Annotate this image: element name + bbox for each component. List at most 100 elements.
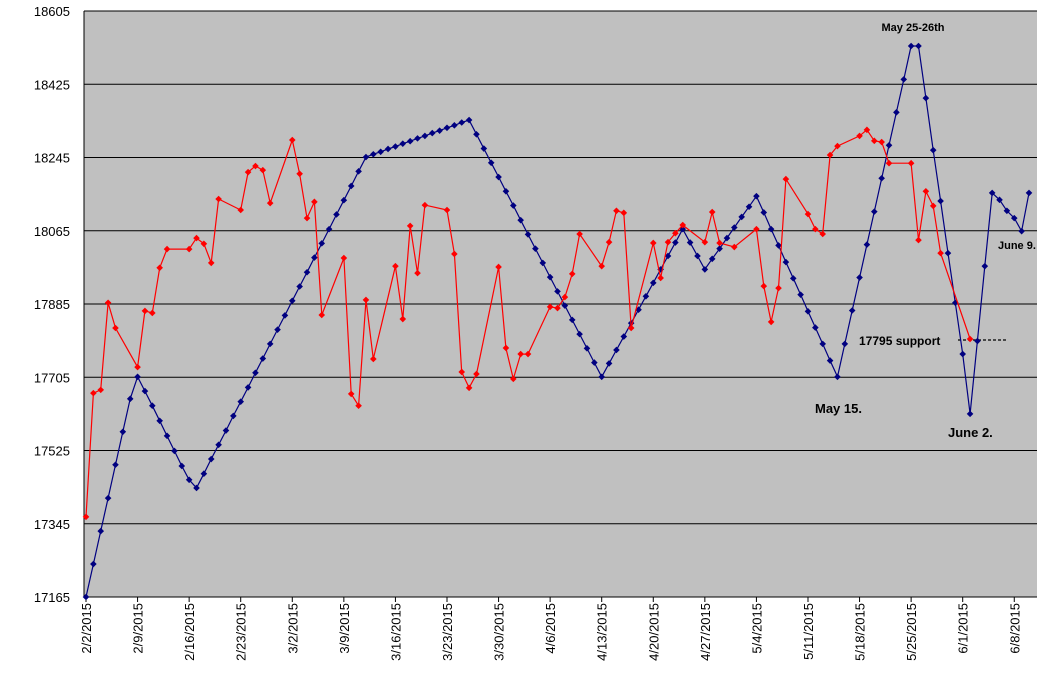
marker <box>428 129 436 137</box>
y-tick-label: 17165 <box>34 590 70 605</box>
marker <box>767 225 775 233</box>
x-tick-label: 2/23/2015 <box>234 603 249 661</box>
marker <box>532 245 539 252</box>
marker <box>82 513 90 521</box>
x-tick-label: 5/4/2015 <box>749 603 764 654</box>
marker <box>414 269 421 277</box>
marker <box>812 225 819 233</box>
marker <box>207 455 215 463</box>
marker <box>266 340 274 348</box>
marker <box>841 340 849 348</box>
marker <box>561 293 569 301</box>
marker <box>200 470 208 477</box>
y-tick-label: 17525 <box>34 444 70 459</box>
x-tick-label: 5/18/2015 <box>853 603 868 661</box>
marker <box>1025 189 1033 197</box>
marker <box>870 137 878 145</box>
marker <box>576 230 583 238</box>
marker <box>701 238 709 246</box>
marker <box>112 461 119 469</box>
marker <box>281 312 289 319</box>
marker <box>90 389 97 397</box>
marker <box>443 206 451 214</box>
marker <box>311 254 318 261</box>
marker <box>458 368 466 376</box>
marker <box>731 243 738 251</box>
marker <box>716 245 723 252</box>
marker <box>649 279 657 287</box>
marker <box>509 202 517 209</box>
marker <box>701 266 709 273</box>
marker <box>966 335 974 343</box>
marker <box>767 318 775 326</box>
marker <box>664 252 672 260</box>
marker <box>878 174 885 182</box>
marker <box>473 370 480 378</box>
y-tick-label: 17705 <box>34 370 70 385</box>
marker <box>657 266 664 273</box>
marker <box>848 307 856 314</box>
y-tick-label: 18065 <box>34 224 70 239</box>
marker <box>436 127 443 134</box>
marker <box>826 151 834 159</box>
annotation: June 2. <box>948 425 993 440</box>
marker <box>244 384 252 391</box>
y-tick-label: 18425 <box>34 77 70 92</box>
marker <box>406 222 414 230</box>
marker <box>465 116 473 124</box>
x-tick-label: 3/2/2015 <box>285 603 300 654</box>
marker <box>929 202 937 210</box>
marker <box>473 131 480 138</box>
marker <box>996 196 1003 204</box>
marker <box>974 337 981 345</box>
x-tick-label: 2/16/2015 <box>182 603 197 661</box>
marker <box>362 153 370 161</box>
marker <box>296 283 303 290</box>
marker <box>502 344 510 352</box>
marker <box>819 230 827 238</box>
marker <box>716 239 723 247</box>
annotation: 17795 support <box>859 334 940 348</box>
marker <box>288 297 296 305</box>
x-tick-label: 5/11/2015 <box>801 603 816 660</box>
marker <box>863 126 871 134</box>
marker <box>185 245 193 253</box>
marker <box>944 249 952 257</box>
marker <box>156 264 163 272</box>
marker <box>392 143 399 150</box>
marker <box>421 201 429 209</box>
marker <box>443 124 451 132</box>
marker <box>333 211 340 218</box>
marker <box>649 239 657 247</box>
marker <box>856 132 863 140</box>
marker <box>274 326 281 333</box>
marker <box>907 42 915 50</box>
marker <box>141 307 149 315</box>
marker <box>789 275 797 282</box>
marker <box>119 428 127 436</box>
marker <box>193 234 200 242</box>
marker <box>915 236 922 244</box>
marker <box>642 292 650 300</box>
marker <box>834 373 841 381</box>
marker <box>355 168 362 175</box>
marker <box>104 494 112 502</box>
marker <box>303 214 311 222</box>
marker <box>296 170 303 178</box>
marker <box>775 242 782 249</box>
marker <box>134 373 141 381</box>
marker <box>97 386 105 394</box>
marker <box>340 254 348 262</box>
marker <box>318 311 326 319</box>
marker <box>303 268 311 276</box>
marker <box>753 225 760 233</box>
marker <box>591 359 598 366</box>
marker <box>480 145 488 152</box>
marker <box>244 168 252 176</box>
marker <box>554 304 561 312</box>
marker <box>760 282 768 290</box>
marker <box>561 302 569 309</box>
marker <box>370 150 377 158</box>
marker <box>215 195 222 203</box>
